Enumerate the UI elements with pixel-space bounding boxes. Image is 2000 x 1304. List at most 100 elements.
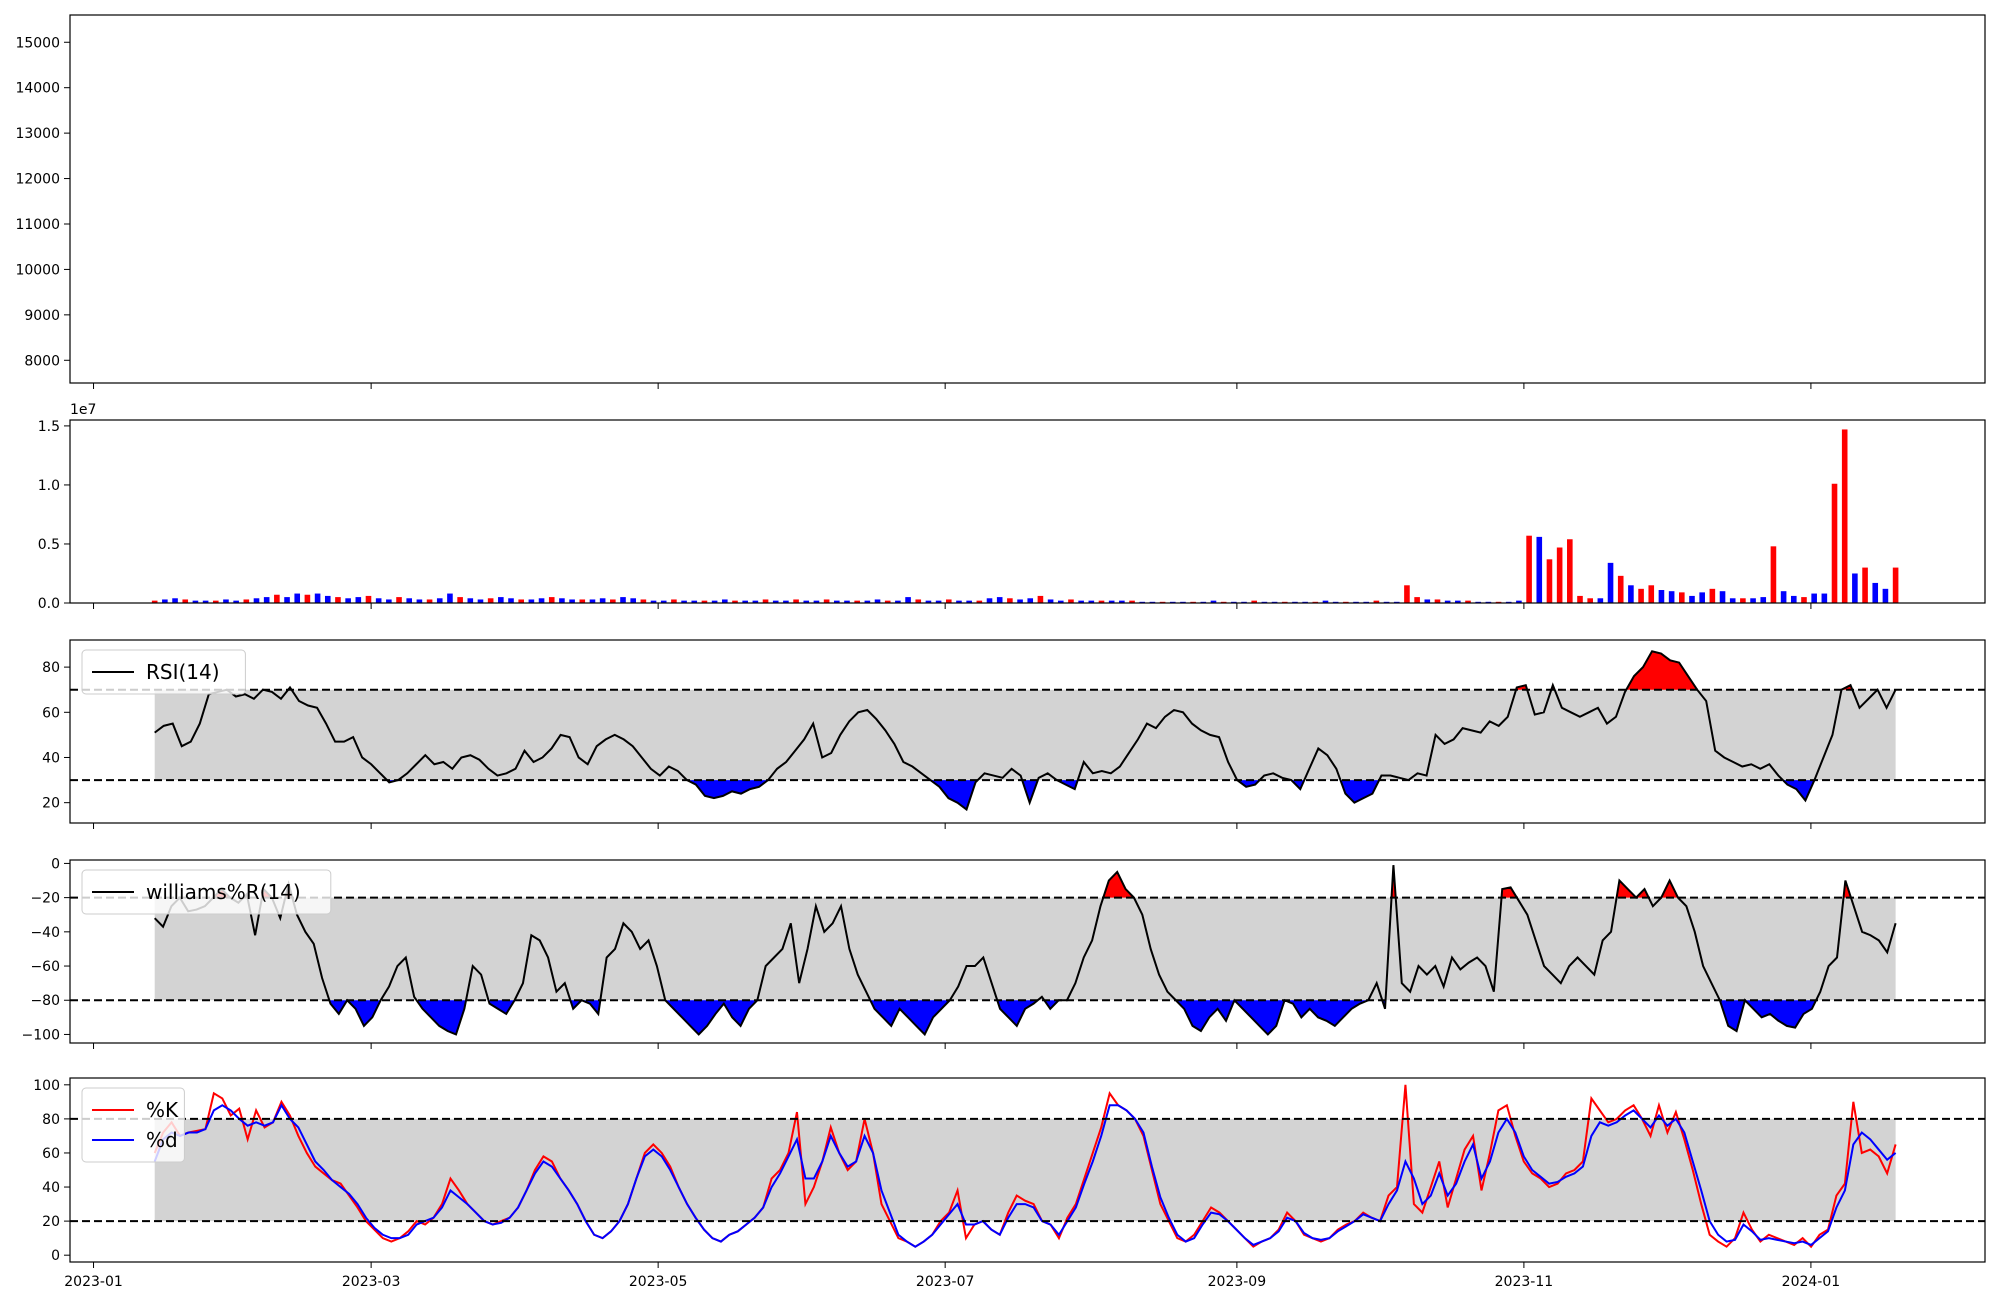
volume-bar <box>1648 585 1655 603</box>
volume-bar <box>202 600 209 603</box>
rsi-oversold-fill <box>154 780 1896 810</box>
volume-bar <box>528 599 535 603</box>
volume-bar <box>1455 600 1461 603</box>
volume-bar <box>1027 598 1034 603</box>
volume-bar <box>1119 600 1125 603</box>
volume-bar <box>681 600 687 603</box>
volume-bar <box>1444 600 1451 603</box>
volume-bar <box>1841 429 1848 603</box>
volume-bar <box>253 598 260 603</box>
y-tick-label: 10000 <box>15 262 60 278</box>
volume-bar <box>508 598 514 603</box>
volume-bar <box>569 599 575 603</box>
volume-bar <box>640 599 647 603</box>
volume-bar <box>314 593 321 603</box>
x-tick-label: 2023-05 <box>629 1274 688 1290</box>
volume-bar <box>1882 588 1889 603</box>
volume-bar <box>243 599 250 603</box>
volume-bar <box>732 600 738 603</box>
volume-bar <box>467 598 474 603</box>
volume-bar <box>1892 567 1899 603</box>
volume-bar <box>1108 600 1115 603</box>
volume-bar <box>1638 588 1644 603</box>
rsi-threshold-band <box>154 689 1896 781</box>
volume-bar <box>1597 598 1604 603</box>
volume-bar <box>589 599 596 603</box>
volume-bar <box>375 598 382 603</box>
volume-bar <box>426 599 433 603</box>
volume-bar <box>610 599 616 603</box>
volume-bar <box>996 597 1003 603</box>
volume-bar <box>498 597 504 603</box>
volume-bar <box>518 599 524 603</box>
volume-bar <box>701 600 708 603</box>
volume-axes-frame <box>69 419 1986 604</box>
x-tick-label: 2023-01 <box>64 1274 123 1290</box>
volume-bar <box>630 598 636 603</box>
x-tick-label: 2023-09 <box>1208 1274 1267 1290</box>
volume-bar <box>1852 573 1858 603</box>
volume-bar <box>1017 599 1023 603</box>
volume-bar <box>274 594 280 603</box>
volume-bar <box>324 595 331 603</box>
volume-bar <box>1373 600 1380 603</box>
volume-panel: 0.0 0.5 1.0 1.5 1e7 <box>38 402 1986 612</box>
volume-bar <box>1740 598 1746 603</box>
volume-bar <box>1770 546 1777 603</box>
volume-bar <box>1556 547 1563 603</box>
volume-bar <box>874 599 881 603</box>
volume-bar <box>1546 559 1553 603</box>
y-tick-label: 60 <box>42 1146 60 1162</box>
legend-label: williams%R(14) <box>146 880 301 904</box>
y-tick-label: 9000 <box>24 308 60 324</box>
volume-bar <box>212 600 219 603</box>
volume-bar <box>436 598 443 603</box>
volume-bar <box>1831 483 1838 603</box>
williams-panel: 0 −20 −40 −60 −80 −100 williams%R(14) <box>22 856 1986 1049</box>
volume-bar <box>986 598 993 603</box>
volume-bar <box>925 600 932 603</box>
volume-bar <box>304 594 311 603</box>
williams-line <box>153 865 1897 1037</box>
volume-bar <box>1007 598 1013 603</box>
y-tick-label: −40 <box>30 925 60 941</box>
volume-bar <box>945 599 952 603</box>
y-tick-label: 80 <box>42 660 60 676</box>
volume-bar <box>956 600 962 603</box>
legend-box <box>81 869 332 915</box>
volume-bar <box>406 598 413 603</box>
y-tick-label: 8000 <box>24 353 60 369</box>
volume-bar <box>335 597 341 603</box>
y-tick-label: 60 <box>42 705 60 721</box>
y-tick-label: 40 <box>42 750 60 766</box>
volume-bar <box>1088 600 1095 603</box>
volume-bar <box>233 600 239 603</box>
volume-bar <box>599 598 606 603</box>
y-tick-label: 14000 <box>15 81 60 97</box>
y-tick-label: 13000 <box>15 126 60 142</box>
legend-label: %K <box>146 1098 179 1122</box>
y-tick-label: 0 <box>51 856 60 872</box>
y-tick-label: 11000 <box>15 217 60 233</box>
y-tick-label: 20 <box>42 1214 60 1230</box>
price-panel: 8000 9000 10000 11000 12000 13000 14000 15000 <box>15 14 1986 389</box>
price-axes-frame <box>69 14 1986 384</box>
volume-bar <box>1628 585 1634 603</box>
volume-bar <box>457 597 463 603</box>
volume-bar <box>1668 591 1675 603</box>
volume-bar <box>1047 599 1054 603</box>
volume-bar <box>1607 562 1614 603</box>
volume-bar <box>365 595 372 603</box>
volume-bar <box>151 600 158 603</box>
y-tick-label: −20 <box>30 891 60 907</box>
volume-bar <box>884 600 891 603</box>
y-offset-label: 1e7 <box>70 402 96 418</box>
volume-bar <box>1037 595 1044 603</box>
volume-bar <box>1465 600 1471 603</box>
volume-bar <box>386 599 392 603</box>
volume-bar <box>772 600 779 603</box>
x-tick-label: 2023-11 <box>1495 1274 1554 1290</box>
williams-oversold-fill <box>154 1000 1896 1035</box>
volume-bar <box>1587 598 1593 603</box>
volume-bar <box>1404 585 1410 603</box>
